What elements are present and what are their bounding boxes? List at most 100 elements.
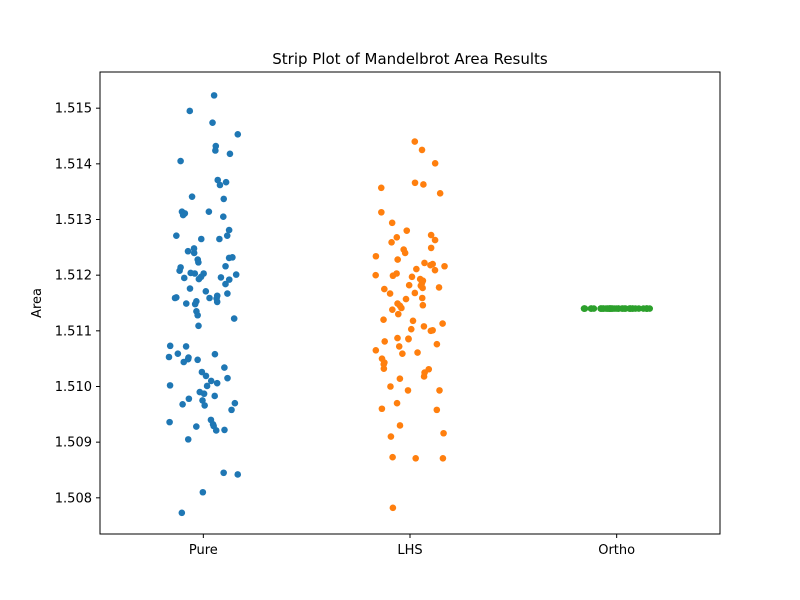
- plot-frame: [99, 71, 721, 535]
- data-point-pure: [190, 249, 198, 257]
- data-point-pure: [191, 270, 199, 277]
- data-point-lhs: [411, 289, 419, 297]
- data-point-pure: [222, 280, 229, 288]
- data-point-lhs: [381, 285, 388, 293]
- data-point-pure: [209, 119, 216, 126]
- y-tick-label: 1.513: [55, 213, 92, 228]
- data-point-pure: [197, 235, 205, 243]
- x-tick-label-pure: Pure: [189, 543, 218, 558]
- data-point-lhs: [387, 433, 395, 440]
- data-point-pure: [221, 426, 228, 434]
- data-point-lhs: [439, 320, 446, 327]
- data-point-lhs: [393, 234, 401, 241]
- data-point-pure: [213, 379, 221, 387]
- data-point-lhs: [405, 335, 412, 343]
- data-point-pure: [205, 208, 213, 216]
- data-point-lhs: [414, 349, 421, 356]
- data-point-lhs: [399, 350, 406, 357]
- data-point-pure: [222, 262, 229, 270]
- data-point-lhs: [405, 281, 413, 289]
- data-point-lhs: [398, 304, 405, 312]
- data-point-lhs: [419, 284, 426, 292]
- y-tick-label: 1.509: [55, 436, 92, 451]
- data-point-lhs: [419, 301, 427, 309]
- data-point-pure: [207, 377, 215, 385]
- data-point-lhs: [418, 294, 426, 302]
- data-point-pure: [171, 294, 179, 302]
- data-point-lhs: [372, 252, 380, 260]
- data-point-pure: [224, 374, 231, 382]
- data-point-lhs: [411, 138, 419, 145]
- data-point-pure: [220, 195, 228, 203]
- data-point-lhs: [427, 244, 435, 252]
- data-point-lhs: [388, 239, 395, 246]
- data-point-lhs: [404, 387, 412, 394]
- data-point-ortho: [580, 305, 588, 312]
- data-point-pure: [220, 213, 227, 221]
- data-point-pure: [228, 406, 235, 414]
- data-point-ortho: [597, 305, 604, 312]
- data-point-pure: [195, 259, 202, 266]
- data-point-lhs: [436, 387, 443, 394]
- data-point-pure: [206, 294, 213, 302]
- data-point-lhs: [389, 504, 397, 512]
- data-point-pure: [166, 418, 173, 426]
- data-point-lhs: [403, 227, 411, 234]
- y-axis-label: Area: [30, 288, 45, 318]
- data-point-lhs: [389, 453, 396, 461]
- data-point-pure: [182, 300, 190, 307]
- data-point-pure: [176, 267, 183, 275]
- y-tick-label: 1.508: [55, 491, 92, 506]
- data-point-lhs: [427, 327, 435, 335]
- data-point-pure: [174, 350, 182, 357]
- data-point-pure: [166, 382, 174, 389]
- data-point-pure: [194, 356, 201, 364]
- data-point-lhs: [378, 405, 386, 413]
- data-point-pure: [203, 382, 211, 390]
- data-point-lhs: [372, 347, 380, 354]
- data-point-pure: [195, 275, 203, 283]
- data-point-lhs: [440, 429, 447, 437]
- data-point-lhs: [402, 295, 410, 303]
- data-point-pure: [180, 274, 188, 282]
- data-point-lhs: [420, 323, 428, 330]
- data-point-lhs: [411, 179, 419, 187]
- data-point-lhs: [386, 290, 394, 297]
- data-point-pure: [231, 399, 239, 407]
- data-point-lhs: [372, 271, 379, 279]
- axis-ticks: 1.508 1.509 1.510 1.511 1.512 1.513 1.514 1.515…: [55, 102, 635, 558]
- data-point-pure: [179, 211, 187, 219]
- data-point-pure: [214, 176, 222, 184]
- data-point-pure: [230, 315, 238, 322]
- data-point-lhs: [407, 325, 415, 333]
- data-point-lhs: [421, 259, 428, 267]
- data-point-lhs: [381, 338, 389, 345]
- data-point-pure: [212, 427, 220, 434]
- data-point-pure: [200, 390, 208, 398]
- data-point-lhs: [380, 316, 387, 324]
- data-point-pure: [193, 423, 200, 430]
- data-point-lhs: [435, 284, 443, 291]
- data-point-pure: [225, 226, 233, 234]
- data-point-pure: [184, 436, 192, 443]
- data-point-pure: [165, 353, 173, 361]
- data-point-ortho: [627, 305, 634, 312]
- data-point-ortho: [646, 305, 653, 312]
- data-point-pure: [202, 288, 210, 295]
- data-point-pure: [221, 364, 228, 371]
- data-point-pure: [234, 131, 242, 138]
- data-point-lhs: [396, 422, 404, 429]
- data-point-pure: [173, 232, 180, 239]
- data-point-lhs: [395, 343, 403, 350]
- data-point-pure: [220, 469, 227, 477]
- y-tick-label: 1.511: [55, 324, 92, 339]
- data-point-pure: [232, 271, 240, 278]
- y-tick-label: 1.510: [55, 380, 92, 395]
- data-point-pure: [198, 368, 206, 376]
- data-point-pure: [210, 92, 218, 99]
- data-point-ortho: [604, 305, 612, 312]
- data-point-pure: [194, 311, 201, 319]
- data-point-pure: [188, 193, 196, 200]
- data-point-lhs: [413, 265, 420, 273]
